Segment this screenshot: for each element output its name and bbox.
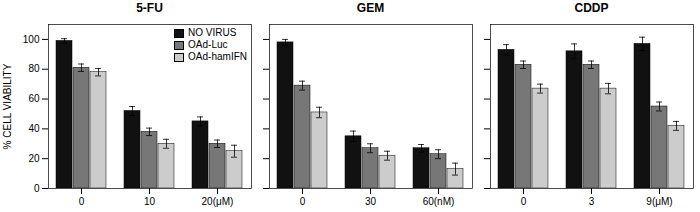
svg-text:80: 80: [28, 63, 40, 74]
svg-text:0: 0: [34, 183, 40, 194]
svg-text:100: 100: [23, 34, 40, 45]
html-text:OAd-hamIFN: OAd-hamIFN: [188, 51, 247, 62]
svg-text:10: 10: [144, 196, 156, 207]
svg-text:% CELL VIABILITY: % CELL VIABILITY: [2, 63, 13, 149]
svg-text:3: 3: [589, 196, 595, 207]
html-text:OAd-Luc: OAd-Luc: [188, 39, 228, 50]
svg-text:60(nM): 60(nM): [423, 196, 455, 207]
svg-text:60: 60: [28, 93, 40, 104]
svg-text:30: 30: [365, 196, 377, 207]
html-text:GEM: GEM: [356, 1, 385, 15]
html-text:CDDP: CDDP: [574, 1, 609, 15]
svg-text:9(μM): 9(μM): [646, 196, 672, 207]
html-text:5-FU: 5-FU: [136, 1, 163, 15]
html-text:NO VIRUS: NO VIRUS: [188, 27, 237, 38]
svg-text:0: 0: [521, 196, 527, 207]
svg-text:0: 0: [300, 196, 306, 207]
svg-text:20: 20: [28, 153, 40, 164]
svg-text:40: 40: [28, 123, 40, 134]
svg-text:0: 0: [79, 196, 85, 207]
svg-text:20(μM): 20(μM): [202, 196, 234, 207]
